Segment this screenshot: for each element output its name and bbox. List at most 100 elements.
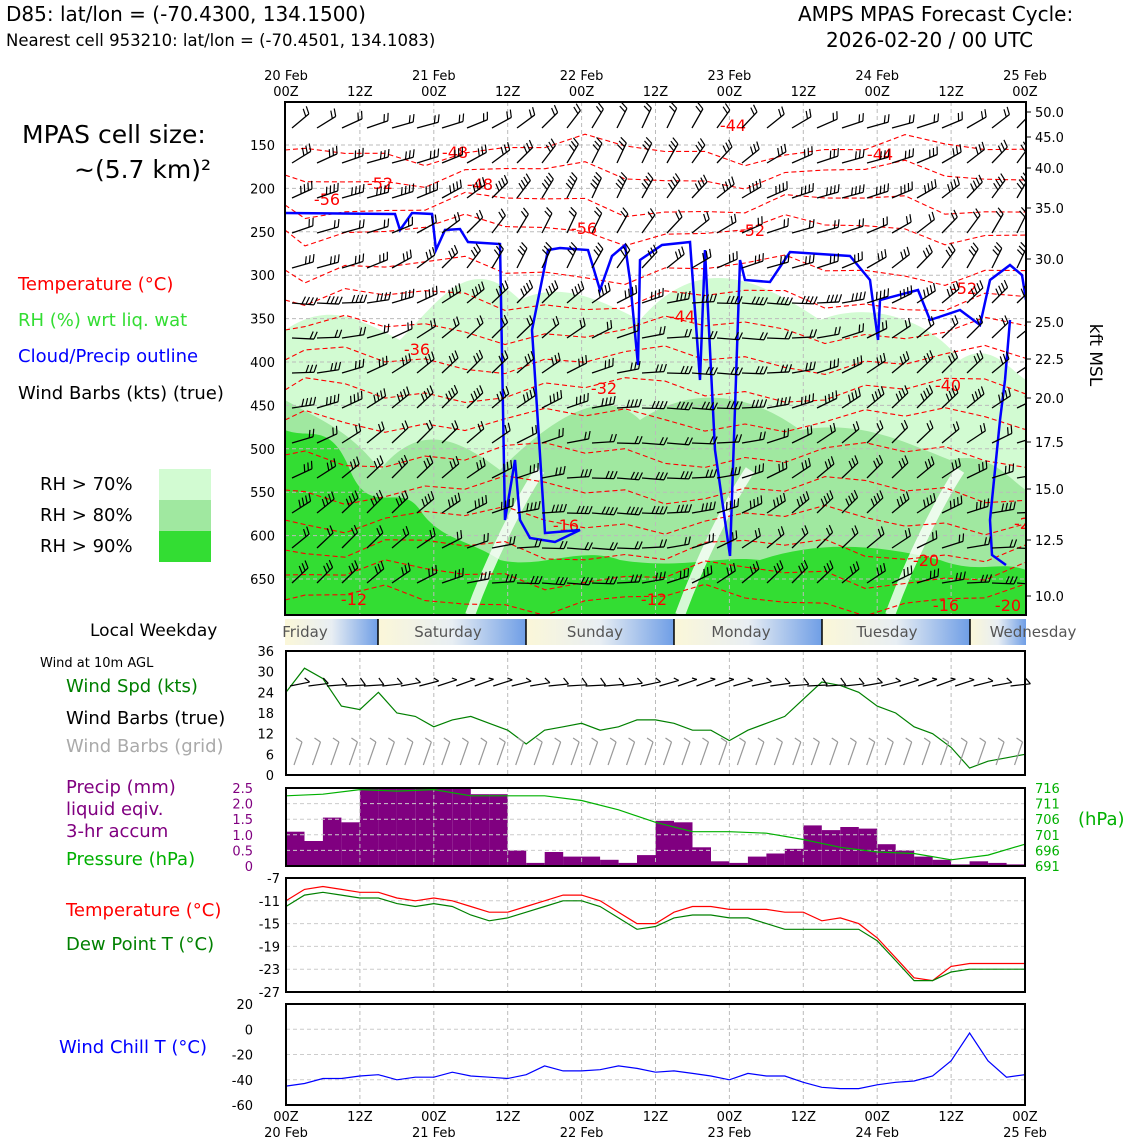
wind-barb-flag bbox=[980, 111, 984, 120]
wind-barb-flag bbox=[721, 183, 726, 192]
wind-barb-flag bbox=[988, 574, 993, 583]
weekday-band bbox=[378, 619, 526, 645]
precip-bar bbox=[396, 788, 416, 866]
wind-barb-flag bbox=[796, 498, 801, 507]
wind-barb-grid-flag bbox=[812, 737, 820, 743]
weekday-strip: Friday Saturday Sunday Monday Tuesday Wednesd… bbox=[282, 619, 1077, 645]
wind-barb-flag bbox=[545, 241, 552, 249]
wind-barb-flag bbox=[377, 563, 382, 572]
wind-barb-flag bbox=[645, 136, 653, 144]
wind-barb-grid bbox=[422, 741, 432, 766]
wind-barb-true bbox=[530, 682, 550, 687]
wind-barb-flag bbox=[926, 497, 930, 506]
wind-barb-flag bbox=[684, 365, 689, 374]
wind-barb-flag bbox=[684, 291, 687, 300]
wind-barb bbox=[291, 331, 318, 340]
wind-barb-true bbox=[770, 682, 791, 687]
wind-barb-flag bbox=[777, 528, 782, 537]
wind-barb bbox=[716, 498, 740, 514]
wind-barb-shaft bbox=[291, 371, 315, 374]
wind-barb bbox=[916, 211, 935, 234]
wind-barb-flag bbox=[963, 571, 966, 580]
wind-barb-flag bbox=[624, 243, 631, 251]
wind-barb-flag bbox=[749, 566, 754, 575]
wind-barb-flag bbox=[500, 317, 506, 326]
wind-barb-flag bbox=[383, 150, 386, 159]
wind-barb bbox=[341, 456, 360, 479]
temperature-contour-label: -56 bbox=[571, 219, 597, 238]
wind-barb-flag bbox=[635, 284, 638, 294]
wind-barb-flag bbox=[930, 316, 935, 325]
wind-barb-flag bbox=[551, 107, 556, 116]
wind-barb-flag bbox=[1018, 179, 1025, 187]
precip-bar bbox=[341, 822, 360, 866]
wind-barb-flag bbox=[475, 181, 479, 190]
wind-barb-flag bbox=[569, 175, 576, 183]
wind-barb bbox=[641, 244, 658, 269]
wind-barb-flag bbox=[756, 497, 759, 506]
wind-barb bbox=[741, 141, 760, 164]
wind-barb bbox=[466, 209, 484, 234]
wind-barb bbox=[666, 137, 679, 164]
bottom-hour-label: 00Z bbox=[421, 1110, 447, 1125]
wind-barb-flag bbox=[630, 399, 634, 408]
wind-barb-true bbox=[751, 681, 772, 687]
wind-barb-flag bbox=[981, 141, 985, 150]
wind-barb-flag bbox=[678, 248, 682, 257]
wind-barb-flag bbox=[680, 470, 685, 479]
wind-barb-flag bbox=[326, 295, 331, 304]
wind-barb-flag bbox=[460, 529, 463, 539]
wind-barb-flag bbox=[896, 498, 901, 507]
wind-barb-flag bbox=[323, 565, 328, 574]
wind-barb-flag bbox=[525, 282, 531, 291]
wind-barb-flag bbox=[848, 460, 853, 469]
wind-barb bbox=[391, 320, 413, 339]
wind-barb-shaft bbox=[1016, 149, 1026, 164]
wind-barb-flag bbox=[401, 357, 405, 366]
wind-barb-flag bbox=[808, 220, 811, 229]
wind-barb-flag bbox=[1004, 390, 1008, 399]
wind-barb bbox=[291, 460, 313, 479]
wind-barb bbox=[766, 296, 793, 306]
temperature-contour bbox=[285, 442, 1026, 468]
wind-barb-flag bbox=[730, 215, 734, 224]
wind-barb-flag bbox=[848, 394, 851, 403]
wind-barb-flag bbox=[929, 285, 933, 294]
wind-barb-flag bbox=[1004, 315, 1009, 324]
wind-barb-flag bbox=[498, 285, 503, 294]
wind-barb-flag bbox=[1001, 317, 1006, 326]
wind-barb-flag bbox=[309, 397, 313, 406]
wind-barb bbox=[441, 146, 464, 164]
wind-barb-flag bbox=[520, 210, 527, 218]
wind-barb-true-flag bbox=[673, 677, 679, 681]
wind-barb-flag bbox=[953, 498, 956, 507]
wind-barb-flag bbox=[904, 530, 908, 539]
precip-bar bbox=[452, 788, 471, 866]
wind-barb-flag bbox=[659, 400, 664, 409]
wind-barb bbox=[641, 471, 668, 481]
wind-barb bbox=[416, 351, 435, 374]
wind-barb bbox=[666, 437, 693, 446]
wind-barb-flag bbox=[387, 184, 390, 193]
wind-barb-flag bbox=[971, 393, 976, 402]
wind-barb-flag bbox=[546, 207, 553, 214]
wind-barb bbox=[716, 213, 737, 234]
wind-barb-grid-flag bbox=[831, 737, 839, 743]
wind-barb-flag bbox=[672, 176, 678, 184]
wind-barb-flag bbox=[588, 577, 593, 586]
wind-barb-flag bbox=[554, 280, 559, 288]
wind-barb-flag bbox=[597, 102, 604, 110]
wind-barb-shaft bbox=[1016, 181, 1026, 199]
pressure-tick-label: 150 bbox=[250, 139, 275, 154]
wind-barb-flag bbox=[980, 386, 985, 395]
wind-barb-flag bbox=[952, 423, 957, 432]
wind-barb-true-flag bbox=[1024, 677, 1031, 685]
temperature-panel: -7-11-15-19-23-27 bbox=[259, 872, 1026, 1001]
wind-barb-flag bbox=[506, 111, 509, 120]
wind-barb-flag bbox=[655, 400, 660, 409]
precip-bar bbox=[877, 844, 896, 866]
weekday-label: Friday bbox=[282, 623, 328, 641]
wind-barb bbox=[966, 386, 985, 409]
wind-barb bbox=[816, 422, 836, 444]
wind-barb-flag bbox=[545, 144, 552, 153]
